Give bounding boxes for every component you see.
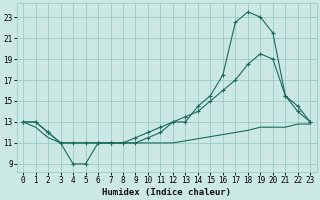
X-axis label: Humidex (Indice chaleur): Humidex (Indice chaleur) bbox=[102, 188, 231, 197]
